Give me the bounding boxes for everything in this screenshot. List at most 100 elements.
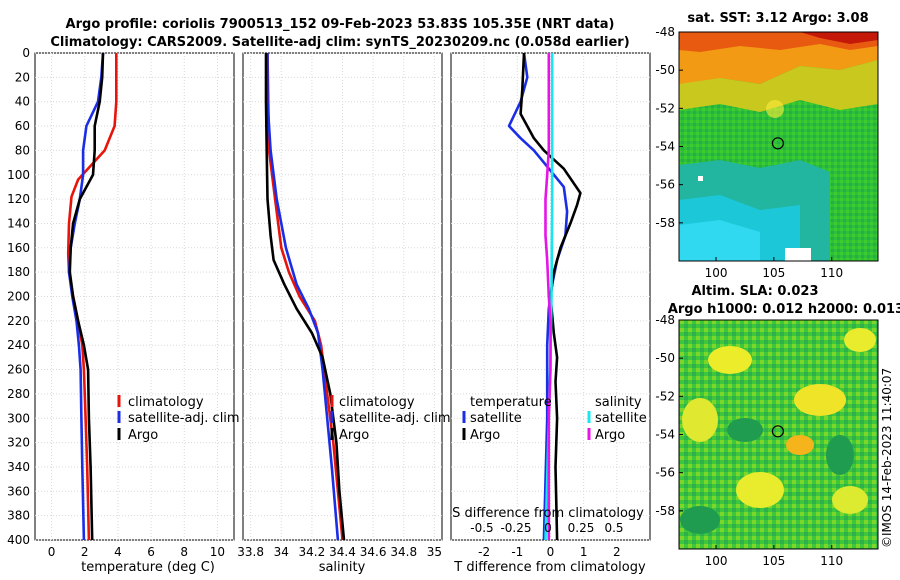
series-line-climatology	[66, 53, 118, 541]
map-lon-tick: 105	[762, 266, 785, 280]
sla-map-title: Altim. SLA: 0.023	[692, 284, 819, 299]
difference-x-label: T difference from climatology	[453, 560, 646, 575]
x-tick-label: 6	[147, 545, 155, 559]
temperature-legend: climatology satellite-adj. clim Argo	[117, 395, 240, 443]
salinity-series	[264, 52, 346, 541]
series-line-temperature-satellite	[507, 52, 569, 541]
series-line-satellite-adj-clim	[266, 53, 340, 541]
sla-map-subtitle: Argo h1000: 0.012 h2000: 0.013	[668, 302, 900, 317]
x-tick-label: 10	[210, 545, 225, 559]
depth-tick-label: 260	[7, 363, 30, 377]
series-line-salinity-argo	[544, 53, 552, 540]
depth-tick-label: 140	[7, 216, 30, 230]
map-lat-tick: -58	[655, 504, 675, 518]
x-tick-label: 34.2	[299, 545, 326, 559]
map-lon-tick: 100	[705, 266, 728, 280]
s-tick: 0	[544, 521, 552, 535]
x-tick-label: 4	[114, 545, 122, 559]
series-line-argo	[264, 53, 346, 541]
map-lat-tick: -56	[655, 466, 675, 480]
sst-field	[679, 32, 878, 261]
difference-x-ticks: -2 -1 0 1 2	[478, 545, 620, 559]
temperature-series	[66, 52, 118, 541]
salinity-x-ticks: 33.8 34 34.2 34.4 34.6 34.8 35	[237, 545, 442, 559]
x-tick-label: 1	[580, 545, 588, 559]
map-lat-tick: -50	[655, 63, 675, 77]
legend-s-argo-label: Argo	[595, 428, 625, 443]
s-tick: -0.5	[470, 521, 493, 535]
argo-position-marker	[771, 425, 785, 438]
x-tick-label: 0	[547, 545, 555, 559]
x-tick-label: 34.4	[329, 545, 356, 559]
depth-tick-label: 80	[15, 143, 30, 157]
legend-satellite-label: satellite-adj. clim	[339, 411, 451, 426]
x-tick-label: 33.8	[237, 545, 264, 559]
map-lat-tick: -48	[655, 313, 675, 327]
temperature-x-label: temperature (deg C)	[81, 560, 215, 575]
temperature-x-ticks: 0 2 4 6 8 10	[48, 545, 225, 559]
depth-tick-label: 20	[15, 70, 30, 84]
depth-tick-label: 160	[7, 241, 30, 255]
map-lat-tick: -52	[655, 389, 675, 403]
series-line-climatology	[266, 52, 344, 541]
sla-y-ticks: -48 -50 -52 -54 -56 -58	[655, 313, 683, 518]
difference-series	[507, 52, 582, 541]
map-lat-tick: -54	[655, 428, 675, 442]
sla-map: Altim. SLA: 0.023 Argo h1000: 0.012 h200…	[655, 284, 900, 568]
legend-t-satellite-label: satellite	[470, 411, 522, 426]
salinity-grid	[243, 52, 442, 541]
depth-tick-label: 280	[7, 387, 30, 401]
x-tick-label: 2	[613, 545, 621, 559]
sla-x-ticks: 100 105 110	[705, 545, 843, 568]
legend-satellite-label: satellite-adj. clim	[128, 411, 240, 426]
temperature-panel: 0204060801001201401601802002202402602803…	[7, 46, 240, 575]
depth-tick-label: 200	[7, 290, 30, 304]
legend-climatology-label: climatology	[339, 395, 415, 410]
sst-map: sat. SST: 3.12 Argo: 3.08 -48 -50 -52 -54 -5…	[655, 11, 879, 280]
map-lat-tick: -52	[655, 101, 675, 115]
x-tick-label: 34.6	[360, 545, 387, 559]
map-lon-tick: 100	[705, 554, 728, 568]
figure-title-line2: Climatology: CARS2009. Satellite-adj cli…	[50, 35, 629, 50]
depth-tick-label: 340	[7, 460, 30, 474]
legend-s-satellite-label: satellite	[595, 411, 647, 426]
x-tick-label: 35	[427, 545, 442, 559]
depth-tick-label: 0	[22, 46, 30, 60]
depth-tick-label: 120	[7, 192, 30, 206]
depth-tick-label: 320	[7, 436, 30, 450]
legend-argo-label: Argo	[128, 428, 158, 443]
legend-argo-label: Argo	[339, 428, 369, 443]
depth-tick-label: 220	[7, 314, 30, 328]
map-lat-tick: -48	[655, 25, 675, 39]
map-lat-tick: -54	[655, 140, 675, 154]
x-tick-label: 34.8	[390, 545, 417, 559]
difference-legend: temperature satellite Argo salinity sate…	[462, 395, 647, 443]
salinity-legend: climatology satellite-adj. clim Argo	[330, 395, 451, 443]
map-lat-tick: -50	[655, 351, 675, 365]
temperature-y-ticks: 0 20 40 60 80 100 120 140 160 180 200 220 240 260 280 3…	[7, 46, 30, 547]
depth-tick-label: 380	[7, 509, 30, 523]
legend-climatology-label: climatology	[128, 395, 204, 410]
x-tick-label: 0	[48, 545, 56, 559]
salinity-panel: 33.8 34 34.2 34.4 34.6 34.8 35 salinity climat…	[237, 52, 451, 575]
x-tick-label: -1	[511, 545, 523, 559]
map-lat-tick: -56	[655, 178, 675, 192]
s-tick: -0.25	[500, 521, 531, 535]
sst-x-ticks: 100 105 110	[705, 257, 843, 280]
sst-y-ticks: -48 -50 -52 -54 -56 -58	[655, 25, 683, 230]
depth-tick-label: 400	[7, 533, 30, 547]
salinity-x-label: salinity	[319, 560, 366, 575]
x-tick-label: 8	[180, 545, 188, 559]
map-lon-tick: 105	[762, 554, 785, 568]
x-tick-label: 34	[274, 545, 289, 559]
s-tick: 0.25	[568, 521, 595, 535]
map-lon-tick: 110	[820, 554, 843, 568]
figure-title-line1: Argo profile: coriolis 7900513_152 09-Fe…	[66, 17, 615, 32]
x-tick-label: 2	[81, 545, 89, 559]
legend-salinity-title: salinity	[595, 395, 642, 410]
series-line-argo	[68, 52, 105, 541]
sla-field	[679, 320, 878, 549]
salinity-diff-ticks: -0.5 -0.25 0 0.25 0.5	[470, 521, 623, 535]
depth-tick-label: 360	[7, 484, 30, 498]
